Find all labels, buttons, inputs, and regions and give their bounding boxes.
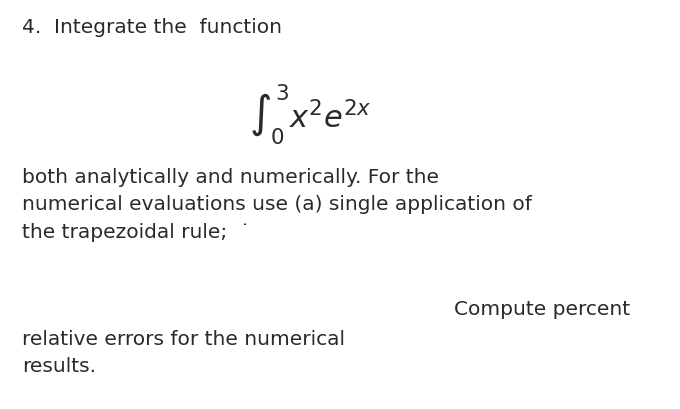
Text: Compute percent: Compute percent (454, 300, 630, 319)
Text: $\int_0^3 x^2 e^{2x}$: $\int_0^3 x^2 e^{2x}$ (249, 82, 371, 146)
Text: 4.  Integrate the  function: 4. Integrate the function (22, 18, 282, 37)
Text: relative errors for the numerical
results.: relative errors for the numerical result… (22, 330, 345, 376)
Text: both analytically and numerically. For the
numerical evaluations use (a) single : both analytically and numerically. For t… (22, 168, 532, 241)
